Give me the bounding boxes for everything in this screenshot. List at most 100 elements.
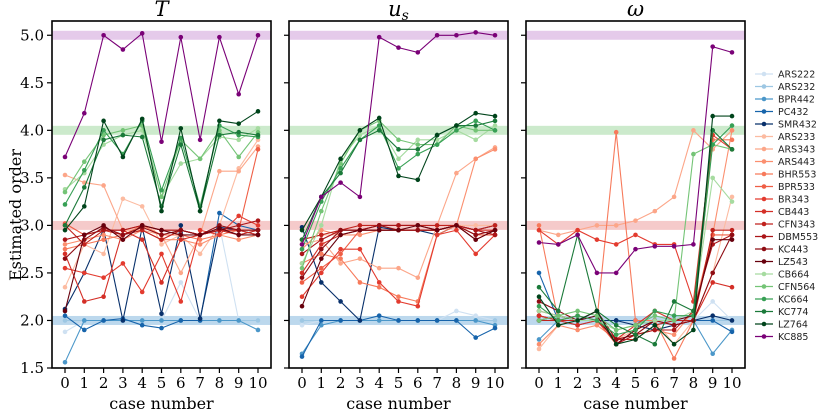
legend-label: KC885 bbox=[778, 332, 808, 343]
point-KC443-0 bbox=[536, 299, 542, 304]
point-BR343-6 bbox=[178, 299, 184, 304]
point-KC885-7 bbox=[671, 244, 677, 249]
legend-marker bbox=[761, 321, 767, 327]
point-CB443-6 bbox=[178, 237, 184, 242]
x-tick-label: 5 bbox=[157, 374, 167, 392]
panel-title: ω bbox=[627, 0, 644, 21]
point-ARS222-6 bbox=[178, 280, 184, 285]
point-DBM553-0 bbox=[62, 237, 68, 242]
point-BR343-7 bbox=[434, 232, 440, 238]
point-KC443-4 bbox=[376, 223, 382, 228]
x-tick-label: 4 bbox=[374, 374, 384, 392]
legend-marker bbox=[761, 334, 767, 339]
point-CB443-0 bbox=[536, 313, 542, 319]
point-ARS233-2 bbox=[101, 251, 106, 257]
point-CB664-1 bbox=[319, 223, 324, 228]
point-BPR442-1 bbox=[319, 322, 324, 328]
point-ARS443-0 bbox=[536, 341, 542, 347]
legend-entry-CB443: CB443 bbox=[755, 207, 809, 218]
point-BR343-8 bbox=[217, 232, 222, 238]
point-ARS343-3 bbox=[594, 223, 600, 228]
series-PC432 bbox=[299, 313, 498, 359]
point-KC885-4 bbox=[376, 34, 382, 40]
point-KC774-0 bbox=[62, 223, 68, 228]
point-CFN564-9 bbox=[236, 154, 241, 160]
point-LZ543-10 bbox=[255, 232, 261, 238]
point-BHR553-0 bbox=[62, 246, 68, 252]
point-KC664-5 bbox=[159, 187, 164, 193]
point-BR343-6 bbox=[415, 303, 421, 309]
point-LZ543-2 bbox=[101, 223, 106, 228]
legend-entry-PC432: PC432 bbox=[755, 107, 809, 118]
point-ARS443-7 bbox=[671, 332, 677, 338]
legend-label: ARS233 bbox=[778, 132, 815, 143]
point-CB664-3 bbox=[357, 132, 363, 138]
legend-marker bbox=[761, 309, 767, 314]
point-ARS343-6 bbox=[415, 275, 421, 280]
point-LZ543-0 bbox=[62, 308, 68, 314]
point-LZ543-8 bbox=[217, 225, 222, 231]
point-KC443-9 bbox=[473, 232, 479, 238]
point-KC774-4 bbox=[613, 322, 619, 328]
point-ARS443-9 bbox=[236, 237, 241, 242]
series-KC885 bbox=[299, 30, 498, 247]
point-SMR432-9 bbox=[710, 313, 715, 319]
point-PC432-6 bbox=[178, 318, 184, 323]
point-DBM553-0 bbox=[299, 251, 305, 257]
point-CFN564-1 bbox=[82, 159, 87, 165]
point-BHR553-2 bbox=[338, 256, 343, 261]
point-BR343-7 bbox=[197, 227, 203, 233]
y-tick-label: 3.5 bbox=[20, 169, 44, 187]
point-KC774-5 bbox=[633, 332, 638, 338]
point-KC774-4 bbox=[376, 128, 382, 133]
point-LZ764-6 bbox=[178, 126, 184, 131]
point-CB664-10 bbox=[255, 126, 261, 131]
point-ARS222-0 bbox=[62, 329, 68, 335]
legend-label: ARS222 bbox=[778, 69, 815, 80]
legend-entry-SMR432: SMR432 bbox=[755, 119, 817, 130]
reference-band-5 bbox=[526, 30, 745, 40]
point-CFN564-6 bbox=[652, 313, 658, 319]
point-CFN564-0 bbox=[299, 265, 305, 271]
legend-label: CFN564 bbox=[778, 282, 815, 293]
series-ARS343 bbox=[536, 128, 735, 238]
reference-band-5 bbox=[52, 30, 271, 40]
legend-marker bbox=[761, 159, 767, 164]
x-axis-label: case number bbox=[583, 394, 688, 413]
legend-label: ARS443 bbox=[778, 157, 815, 168]
x-tick-label: 1 bbox=[317, 374, 327, 392]
point-BPR533-2 bbox=[338, 251, 343, 257]
point-PC432-5 bbox=[396, 318, 401, 323]
point-CFN564-7 bbox=[671, 318, 677, 323]
legend-entry-BPR442: BPR442 bbox=[755, 94, 815, 105]
point-PC432-8 bbox=[454, 318, 459, 323]
point-PC432-0 bbox=[62, 313, 68, 319]
point-BR343-10 bbox=[255, 223, 261, 228]
legend-marker bbox=[761, 184, 767, 189]
series-ARS343 bbox=[299, 145, 498, 280]
point-ARS443-2 bbox=[101, 232, 106, 238]
point-KC443-7 bbox=[671, 322, 677, 328]
point-CB664-0 bbox=[536, 308, 542, 314]
point-KC885-2 bbox=[338, 180, 343, 185]
point-LZ764-1 bbox=[556, 322, 561, 328]
x-tick-label: 1 bbox=[80, 374, 90, 392]
point-ARS443-7 bbox=[197, 242, 203, 247]
point-CFN564-1 bbox=[319, 208, 324, 214]
y-axis-label: Estimated order bbox=[6, 149, 25, 281]
point-CFN564-6 bbox=[415, 142, 421, 147]
point-LZ543-7 bbox=[197, 232, 203, 238]
point-CB443-4 bbox=[139, 237, 145, 242]
series-KC664 bbox=[299, 118, 498, 252]
series-LZ764 bbox=[536, 113, 735, 347]
point-SMR432-1 bbox=[319, 280, 324, 285]
point-LZ764-2 bbox=[101, 118, 106, 124]
point-KC664-8 bbox=[454, 128, 459, 133]
series-LZ764 bbox=[299, 110, 498, 233]
point-ARS232-0 bbox=[299, 318, 305, 323]
point-KC664-5 bbox=[633, 327, 638, 333]
point-PC432-7 bbox=[434, 318, 440, 323]
x-axis-label: case number bbox=[109, 394, 214, 413]
point-BR343-9 bbox=[473, 251, 479, 257]
